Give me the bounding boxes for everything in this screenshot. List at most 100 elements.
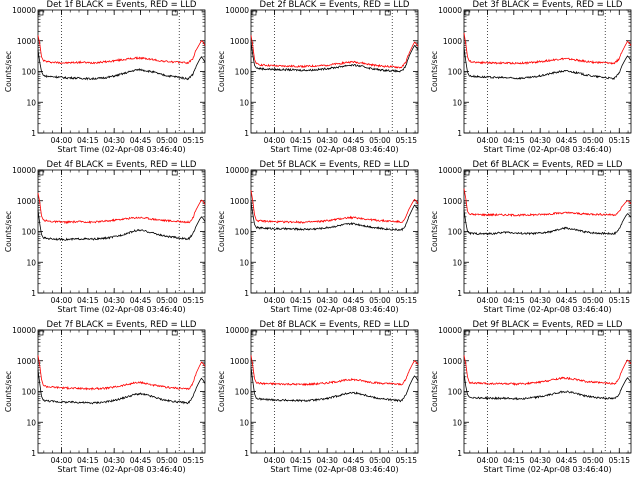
series-line-events-black [463,372,632,401]
chart-panel-det6: Det 6f BLACK = Events, RED = LLD 1 10 100 10… [426,160,639,320]
y-tick-label: 10 [452,258,462,267]
chart-panel-det4: Det 4f BLACK = Events, RED = LLD 1 10 100 10… [0,160,213,320]
x-tick-label: 04:00 [477,456,499,465]
plot-frame [250,329,419,454]
y-tick-label: 10 [239,258,249,267]
series-line-lld-red [250,355,419,387]
x-tick-label: 04:30 [316,136,338,145]
chart-panel-det5: Det 5f BLACK = Events, RED = LLD 1 10 100 10… [213,160,426,320]
x-tick-label: 04:00 [264,296,286,305]
series-line-events-black [250,202,419,232]
y-tick-label: 100 [235,68,250,77]
x-tick-label: 05:00 [156,456,178,465]
x-tick-label: 05:00 [156,136,178,145]
chart-panel-det7: Det 7f BLACK = Events, RED = LLD 1 10 100 10… [0,320,213,480]
y-tick-label: 100 [22,228,37,237]
corner-marker [384,170,391,176]
corner-marker [38,10,44,16]
y-tick-label: 1000 [17,357,36,366]
series-line-events-black [250,42,419,73]
y-tick-label: 10 [26,418,36,427]
x-tick-label: 04:45 [556,456,578,465]
x-tick-label: 05:00 [369,136,391,145]
chart-svg: Det 5f BLACK = Events, RED = LLD 1 10 100 10… [217,160,419,314]
series-line-events-black [463,47,632,80]
series-line-lld-red [37,355,206,391]
plot-frame [463,329,632,454]
corner-marker [171,330,178,336]
x-tick-label: 04:30 [529,456,551,465]
y-tick-label: 10000 [438,6,462,15]
x-tick-label: 04:15 [503,136,525,145]
x-tick-label: 05:00 [369,456,391,465]
chart-title: Det 4f BLACK = Events, RED = LLD [47,160,197,170]
x-tick-label: 04:15 [290,456,312,465]
y-tick-label: 1000 [443,37,462,46]
x-tick-label: 05:15 [608,456,630,465]
corner-marker [597,170,604,176]
x-tick-label: 04:45 [343,136,365,145]
chart-title: Det 2f BLACK = Events, RED = LLD [260,0,410,10]
chart-title: Det 9f BLACK = Events, RED = LLD [473,320,623,330]
y-tick-label: 1 [244,289,249,298]
x-tick-label: 04:30 [103,456,125,465]
x-tick-label: 05:00 [369,296,391,305]
x-tick-label: 04:00 [264,136,286,145]
y-tick-label: 1000 [17,37,36,46]
y-tick-label: 100 [235,388,250,397]
x-tick-label: 04:15 [290,296,312,305]
series-line-events-black [37,369,206,405]
corner-marker [171,10,178,16]
x-tick-label: 05:15 [395,456,417,465]
chart-panel-det1: Det 1f BLACK = Events, RED = LLD 1 10 100 10… [0,0,213,160]
y-axis-label: Counts/sec [430,371,439,412]
series-line-lld-red [463,355,632,387]
corner-marker [38,170,44,176]
corner-marker [251,330,257,336]
x-tick-label: 05:00 [156,296,178,305]
series-line-lld-red [250,190,419,224]
y-tick-label: 10000 [225,326,249,335]
chart-svg: Det 6f BLACK = Events, RED = LLD 1 10 100 10… [430,160,632,314]
y-tick-label: 10000 [12,326,36,335]
y-tick-label: 10000 [12,166,36,175]
y-tick-label: 1 [457,129,462,138]
series-line-lld-red [37,192,206,225]
corner-marker [384,10,391,16]
series-line-events-black [250,367,419,403]
y-tick-label: 1 [31,289,36,298]
y-axis-label: Counts/sec [430,51,439,92]
x-tick-label: 04:45 [556,136,578,145]
x-tick-label: 04:30 [103,296,125,305]
y-tick-label: 1000 [230,37,249,46]
chart-panel-det3: Det 3f BLACK = Events, RED = LLD 1 10 100 10… [426,0,639,160]
y-tick-label: 100 [22,388,37,397]
x-axis-label: Start Time (02-Apr-08 03:46:40) [57,465,185,474]
y-tick-label: 100 [448,228,463,237]
corner-marker [171,170,178,176]
x-tick-label: 04:45 [130,456,152,465]
series-line-lld-red [250,35,419,69]
chart-svg: Det 2f BLACK = Events, RED = LLD 1 10 100 10… [217,0,419,154]
x-tick-label: 05:15 [395,136,417,145]
y-axis-label: Counts/sec [217,211,226,252]
y-tick-label: 10 [26,258,36,267]
series-line-lld-red [37,35,206,65]
x-tick-label: 04:15 [503,456,525,465]
corner-marker [464,10,470,16]
y-axis-label: Counts/sec [4,51,13,92]
plot-frame [37,9,206,134]
y-tick-label: 1000 [443,357,462,366]
x-tick-label: 04:45 [130,296,152,305]
y-tick-label: 10 [239,98,249,107]
y-tick-label: 1 [31,449,36,458]
x-axis-label: Start Time (02-Apr-08 03:46:40) [270,305,398,314]
chart-svg: Det 3f BLACK = Events, RED = LLD 1 10 100 10… [430,0,632,154]
chart-title: Det 7f BLACK = Events, RED = LLD [47,320,197,330]
y-tick-label: 10 [26,98,36,107]
x-tick-label: 04:00 [264,456,286,465]
x-tick-label: 04:45 [343,296,365,305]
x-tick-label: 05:15 [395,296,417,305]
plot-frame [37,169,206,294]
